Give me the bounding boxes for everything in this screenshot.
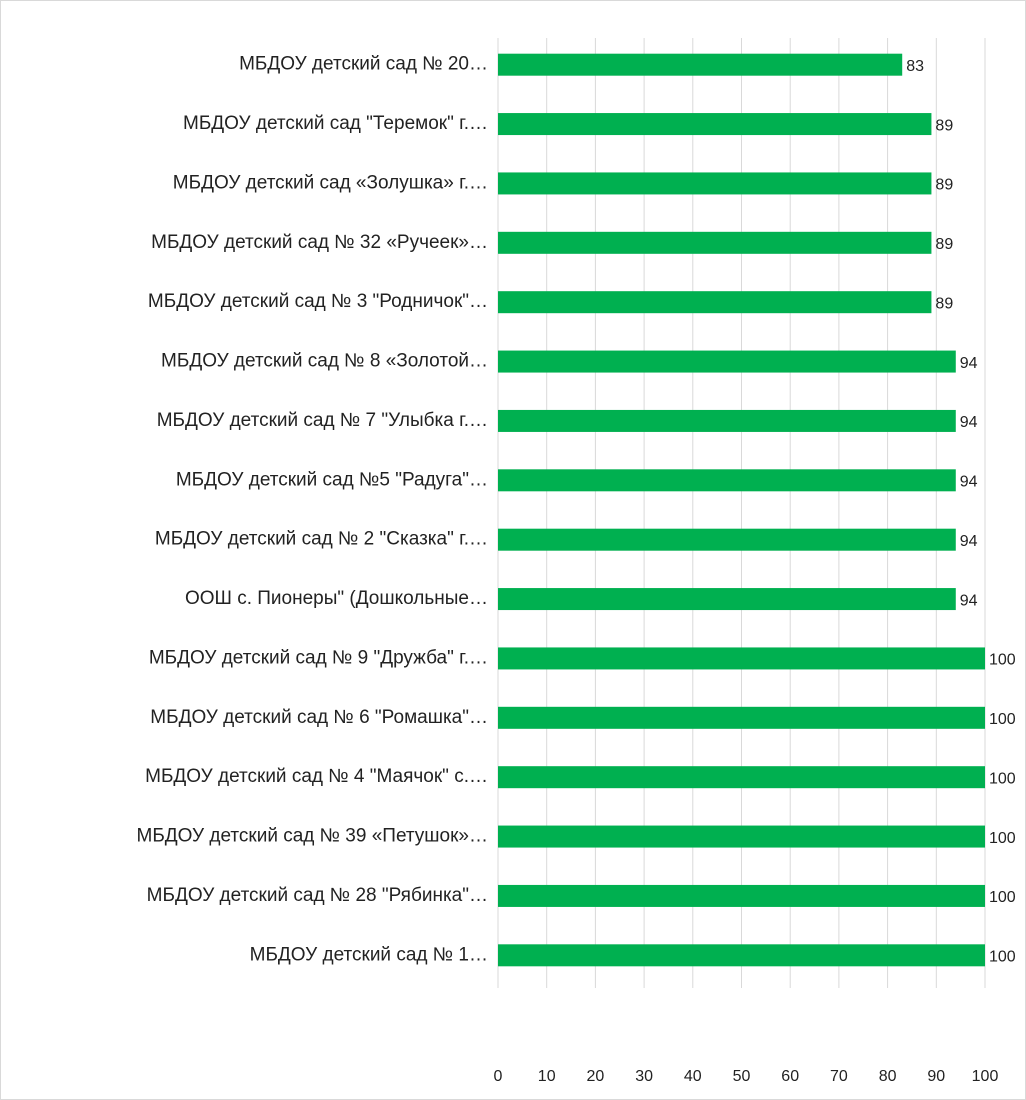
- bar: [498, 291, 932, 314]
- x-tick-label: 70: [830, 1068, 848, 1085]
- y-tick-label: МБДОУ детский сад № 39 «Петушок»…: [137, 826, 488, 847]
- x-tick-label: 50: [733, 1068, 751, 1085]
- value-label: 100: [989, 830, 1016, 847]
- bar: [498, 766, 985, 789]
- bar: [498, 706, 985, 729]
- y-tick-label: МБДОУ детский сад № 1…: [250, 944, 488, 965]
- y-tick-label: МБДОУ детский сад № 7 "Улыбка г.…: [157, 410, 488, 431]
- x-tick-label: 30: [635, 1068, 653, 1085]
- value-label: 94: [960, 414, 978, 431]
- x-tick-label: 80: [879, 1068, 897, 1085]
- value-label: 89: [935, 295, 953, 312]
- bar: [498, 528, 956, 551]
- x-tick-label: 0: [494, 1068, 503, 1085]
- bar: [498, 944, 985, 967]
- y-tick-label: МБДОУ детский сад № 28 "Рябинка"…: [147, 885, 488, 906]
- y-tick-label: МБДОУ детский сад № 8 «Золотой…: [161, 351, 488, 372]
- bar: [498, 113, 932, 136]
- value-label: 100: [989, 711, 1016, 728]
- y-tick-label: МБДОУ детский сад № 6 "Ромашка"…: [150, 707, 488, 728]
- bar: [498, 409, 956, 432]
- bar: [498, 350, 956, 373]
- value-label: 100: [989, 889, 1016, 906]
- bar: [498, 825, 985, 848]
- bar: [498, 53, 903, 76]
- x-tick-label: 20: [587, 1068, 605, 1085]
- value-label: 89: [935, 177, 953, 194]
- y-tick-label: МБДОУ детский сад №5 "Радуга"…: [176, 469, 488, 490]
- y-tick-label: МБДОУ детский сад № 9 "Дружба" г.…: [149, 647, 488, 668]
- value-label: 89: [935, 117, 953, 134]
- y-tick-label: МБДОУ детский сад № 32 «Ручеек»…: [151, 232, 488, 253]
- value-label: 94: [960, 474, 978, 491]
- y-tick-label: МБДОУ детский сад "Теремок" г.…: [183, 113, 488, 134]
- y-tick-label: МБДОУ детский сад № 3 "Родничок"…: [148, 291, 488, 312]
- bar: [498, 231, 932, 254]
- value-label: 100: [989, 652, 1016, 669]
- value-label: 100: [989, 770, 1016, 787]
- bar: [498, 469, 956, 492]
- y-tick-label: МБДОУ детский сад «Золушка» г.…: [173, 172, 488, 193]
- x-tick-label: 100: [972, 1068, 999, 1085]
- x-tick-label: 90: [927, 1068, 945, 1085]
- y-tick-label: МБДОУ детский сад № 2 "Сказка" г.…: [155, 529, 488, 550]
- y-tick-label: ООШ с. Пионеры" (Дошкольные…: [185, 588, 488, 609]
- bar: [498, 647, 985, 670]
- bar: [498, 172, 932, 195]
- value-label: 94: [960, 592, 978, 609]
- value-label: 94: [960, 533, 978, 550]
- value-label: 89: [935, 236, 953, 253]
- value-label: 94: [960, 355, 978, 372]
- x-tick-label: 10: [538, 1068, 556, 1085]
- y-tick-label: МБДОУ детский сад № 4 "Маячок" с.…: [145, 766, 488, 787]
- x-tick-label: 60: [781, 1068, 799, 1085]
- value-label: 100: [989, 949, 1016, 966]
- value-label: 83: [906, 58, 924, 75]
- bar: [498, 884, 985, 907]
- x-tick-label: 40: [684, 1068, 702, 1085]
- bar: [498, 588, 956, 611]
- y-tick-label: МБДОУ детский сад № 20…: [239, 54, 488, 75]
